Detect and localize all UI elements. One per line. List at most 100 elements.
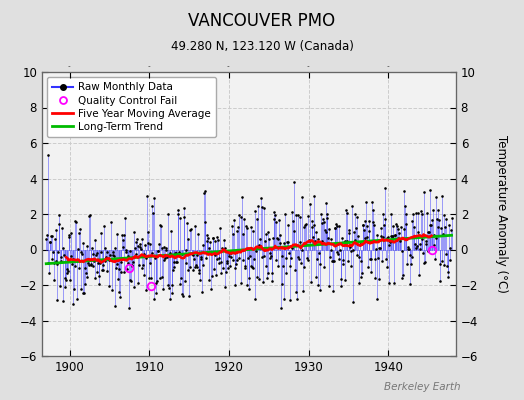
Point bbox=[163, 254, 171, 260]
Point bbox=[344, 258, 352, 264]
Point bbox=[279, 296, 288, 302]
Point bbox=[127, 278, 135, 284]
Point bbox=[383, 234, 391, 241]
Point bbox=[57, 254, 66, 261]
Point bbox=[397, 224, 406, 230]
Point bbox=[291, 267, 299, 273]
Point bbox=[89, 262, 97, 269]
Point bbox=[363, 234, 371, 240]
Point bbox=[74, 246, 82, 252]
Point bbox=[139, 251, 148, 257]
Text: 49.280 N, 123.120 W (Canada): 49.280 N, 123.120 W (Canada) bbox=[171, 40, 353, 53]
Point bbox=[246, 263, 255, 270]
Point bbox=[438, 192, 446, 199]
Point bbox=[446, 227, 455, 233]
Point bbox=[105, 283, 113, 289]
Point bbox=[278, 253, 287, 259]
Point bbox=[150, 195, 159, 202]
Point bbox=[82, 242, 91, 249]
Point bbox=[300, 264, 309, 270]
Point bbox=[308, 224, 316, 230]
Point bbox=[131, 244, 139, 251]
Point bbox=[393, 222, 401, 229]
Point bbox=[359, 222, 367, 228]
Point bbox=[436, 225, 445, 231]
Point bbox=[219, 264, 227, 271]
Point bbox=[419, 250, 427, 256]
Point bbox=[268, 278, 277, 285]
Point bbox=[214, 259, 223, 266]
Point bbox=[351, 211, 359, 217]
Point bbox=[395, 230, 403, 236]
Point bbox=[319, 216, 327, 222]
Point bbox=[50, 260, 58, 266]
Point bbox=[443, 263, 451, 269]
Point bbox=[274, 236, 282, 242]
Point bbox=[354, 233, 362, 239]
Point bbox=[358, 270, 366, 277]
Point bbox=[441, 224, 449, 230]
Point bbox=[388, 232, 396, 239]
Point bbox=[386, 211, 395, 217]
Point bbox=[156, 275, 164, 281]
Point bbox=[119, 237, 127, 243]
Point bbox=[233, 228, 242, 234]
Point bbox=[221, 284, 230, 290]
Point bbox=[403, 261, 411, 267]
Point bbox=[299, 224, 308, 230]
Point bbox=[211, 238, 219, 244]
Point bbox=[349, 298, 357, 305]
Point bbox=[445, 245, 454, 252]
Point bbox=[136, 240, 145, 247]
Point bbox=[430, 242, 439, 248]
Point bbox=[297, 260, 305, 266]
Point bbox=[313, 236, 322, 242]
Point bbox=[272, 219, 281, 225]
Point bbox=[209, 235, 217, 242]
Point bbox=[358, 222, 367, 228]
Point bbox=[197, 256, 205, 262]
Point bbox=[216, 269, 225, 276]
Point bbox=[222, 269, 230, 275]
Point bbox=[321, 226, 329, 233]
Point bbox=[85, 212, 93, 219]
Point bbox=[130, 229, 139, 235]
Point bbox=[444, 274, 452, 280]
Point bbox=[445, 222, 453, 228]
Point bbox=[325, 283, 334, 289]
Point bbox=[125, 304, 133, 311]
Point bbox=[390, 280, 398, 286]
Point bbox=[415, 272, 423, 279]
Point bbox=[258, 254, 266, 260]
Point bbox=[112, 264, 120, 271]
Point bbox=[145, 275, 153, 281]
Point bbox=[331, 225, 339, 231]
Point bbox=[193, 252, 201, 259]
Point bbox=[119, 269, 128, 275]
Point bbox=[399, 271, 407, 278]
Point bbox=[165, 284, 173, 291]
Point bbox=[225, 250, 234, 256]
Point bbox=[169, 267, 177, 273]
Point bbox=[102, 268, 111, 274]
Point bbox=[219, 247, 227, 253]
Point bbox=[368, 207, 377, 214]
Point bbox=[249, 256, 258, 262]
Point bbox=[416, 240, 424, 247]
Point bbox=[52, 257, 60, 264]
Point bbox=[49, 249, 57, 256]
Point bbox=[229, 256, 237, 263]
Point bbox=[117, 259, 125, 265]
Point bbox=[163, 210, 172, 217]
Point bbox=[174, 211, 182, 218]
Point bbox=[381, 256, 390, 262]
Point bbox=[286, 263, 294, 270]
Point bbox=[148, 203, 157, 210]
Point bbox=[142, 254, 150, 261]
Point bbox=[195, 267, 204, 274]
Text: Berkeley Earth: Berkeley Earth bbox=[385, 382, 461, 392]
Point bbox=[417, 208, 425, 214]
Point bbox=[286, 297, 294, 304]
Point bbox=[418, 236, 427, 242]
Point bbox=[114, 276, 122, 282]
